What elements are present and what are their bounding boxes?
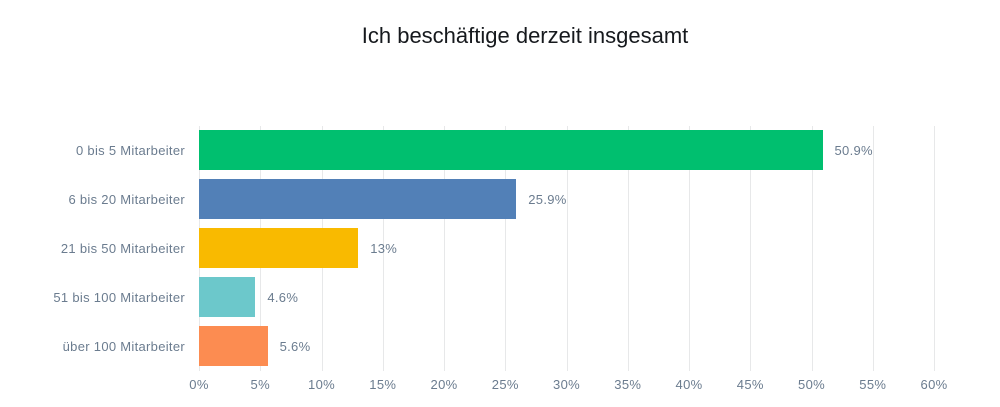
x-axis-tick-label: 5%: [250, 377, 270, 392]
gridline: [934, 126, 935, 371]
bar-row: 6 bis 20 Mitarbeiter 25.9%: [68, 175, 934, 224]
x-axis-tick-label: 0%: [189, 377, 209, 392]
bar: [199, 277, 256, 317]
category-label: 6 bis 20 Mitarbeiter: [68, 192, 185, 207]
value-label: 25.9%: [528, 192, 567, 207]
value-label: 4.6%: [267, 290, 299, 305]
value-label: 50.9%: [834, 143, 873, 158]
gridline: [689, 126, 690, 371]
value-label: 5.6%: [279, 339, 311, 354]
bar-row: 0 bis 5 Mitarbeiter 50.9%: [76, 126, 934, 175]
bar-row: 21 bis 50 Mitarbeiter 13%: [61, 224, 934, 273]
bar: [199, 179, 517, 219]
category-label: 51 bis 100 Mitarbeiter: [53, 290, 185, 305]
value-label: 13%: [370, 241, 398, 256]
x-axis-tick-label: 60%: [920, 377, 948, 392]
x-axis-tick-label: 35%: [614, 377, 642, 392]
gridline: [382, 126, 384, 371]
x-axis-tick-label: 50%: [798, 377, 825, 392]
x-axis-tick-label: 55%: [859, 377, 887, 392]
plot-area: 0% 5% 10% 15% 20% 25% 30% 35% 40% 45% 50% 55% 60% 0 …: [53, 126, 947, 392]
bar: [199, 130, 823, 170]
gridline: [627, 126, 629, 371]
bar-row: 51 bis 100 Mitarbeiter 4.6%: [53, 273, 934, 322]
gridline: [505, 126, 507, 371]
bar-row: über 100 Mitarbeiter 5.6%: [63, 322, 934, 371]
category-label: 21 bis 50 Mitarbeiter: [60, 241, 185, 256]
gridline: [444, 126, 445, 371]
x-axis-tick-label: 15%: [369, 377, 397, 392]
x-axis-tick-label: 10%: [308, 377, 335, 392]
x-axis-tick-label: 45%: [736, 377, 764, 392]
x-axis-tick-label: 30%: [553, 377, 580, 392]
x-axis-tick-label: 20%: [430, 377, 458, 392]
category-label: über 100 Mitarbeiter: [62, 339, 185, 354]
x-axis-tick-label: 25%: [491, 377, 519, 392]
bar: [199, 228, 359, 268]
chart-title: Ich beschäftige derzeit insgesamt: [361, 23, 689, 48]
bar: [199, 326, 268, 366]
category-label: 0 bis 5 Mitarbeiter: [75, 143, 185, 158]
gridline: [811, 126, 813, 371]
gridline: [872, 126, 874, 371]
x-axis-tick-label: 40%: [675, 377, 703, 392]
gridline: [566, 126, 568, 371]
gridline: [750, 126, 752, 371]
